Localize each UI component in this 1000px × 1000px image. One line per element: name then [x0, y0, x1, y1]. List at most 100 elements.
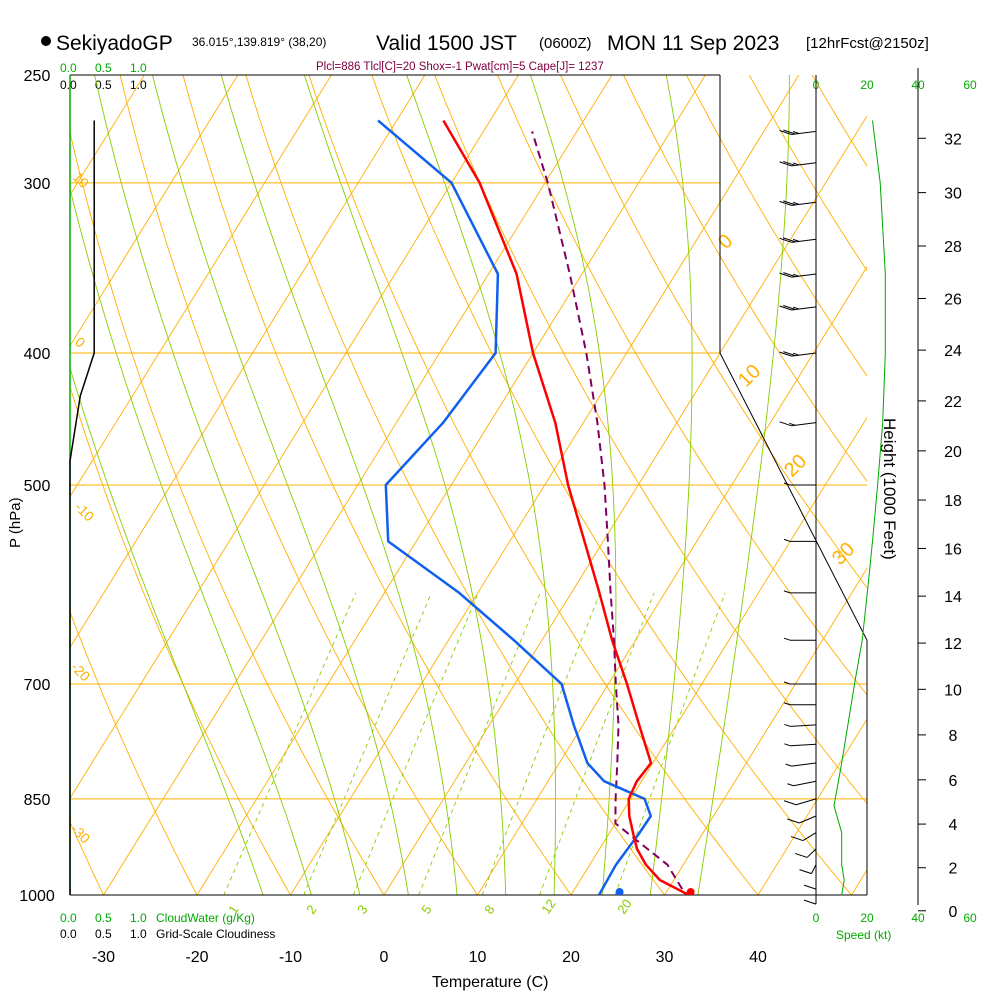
speed-bot-tick-0: 0: [813, 911, 820, 925]
moist-adiabat-line: [697, 75, 790, 895]
dry-adiabat-line: [371, 75, 853, 895]
speed-bot-tick-1: 20: [860, 911, 874, 925]
mixing-ratio-label: 2: [303, 902, 319, 917]
dry-adiabat-line: [497, 75, 867, 696]
wind-barb-flag: [794, 852, 808, 858]
cl-top-tick-0: 0.0: [60, 78, 77, 92]
height-tick-label: 16: [944, 541, 962, 558]
pressure-tick-label: 400: [24, 346, 51, 363]
wind-barb-half-flag: [792, 306, 800, 310]
wind-barb-half-flag: [792, 273, 800, 277]
isotherm-line: [70, 75, 426, 649]
dry-adiabat-line: [800, 0, 1000, 924]
dry-adiabat-label: -30: [68, 821, 94, 847]
speed-bot-tick-2: 40: [911, 911, 925, 925]
moist-adiabat-line: [530, 75, 617, 895]
mixing-ratio-label: 12: [538, 896, 559, 916]
wind-barb-flag: [803, 899, 817, 905]
isotherm-line: [850, 869, 867, 895]
dry-adiabat-line: [182, 75, 572, 895]
isotherm-label: 10: [734, 360, 765, 391]
height-tick-label: 20: [944, 444, 962, 461]
dry-adiabat-line: [748, 75, 867, 272]
wind-barb: [783, 702, 816, 706]
height-tick-label: 12: [944, 636, 962, 653]
isotherm-label: 20: [780, 450, 811, 481]
wind-barb: [779, 129, 817, 135]
cl-bot-tick-1: 0.5: [95, 927, 112, 941]
wind-barb: [783, 590, 816, 594]
wind-barb-staff: [799, 815, 817, 824]
wind-barb-half-flag: [783, 590, 791, 594]
dry-adiabat-line: [685, 75, 867, 377]
temperature-profile: [442, 119, 690, 895]
wind-barb-half-flag: [783, 538, 791, 542]
dry-adiabat-line: [560, 75, 867, 589]
isotherm-line: [102, 75, 613, 895]
mixing-ratio-label: 3: [354, 902, 370, 917]
temperature-tick-label: 10: [469, 949, 487, 966]
wind-barb-half-flag: [783, 681, 791, 685]
wind-barb-staff: [791, 306, 817, 311]
wind-barb-flag: [779, 161, 792, 167]
isotherm-label: 30: [828, 538, 859, 569]
wind-barb: [794, 848, 817, 858]
wind-barb-flag: [779, 272, 792, 278]
wind-barb-staff: [791, 201, 817, 206]
dry-adiabat-line: [308, 75, 759, 895]
cw-bot-tick-1: 0.5: [95, 911, 112, 925]
dry-adiabat-line: [70, 610, 198, 895]
moist-adiabat-line: [303, 75, 507, 895]
wind-barb-half-flag: [783, 637, 791, 641]
wind-barb-half-flag: [785, 763, 792, 767]
mixing-ratio-line: [352, 592, 479, 895]
height-tick-label: 6: [949, 773, 958, 790]
wind-barb-half-flag: [789, 422, 796, 426]
isotherm-line: [927, 0, 1000, 924]
pressure-tick-label: 850: [24, 792, 51, 809]
wind-barb-flag: [799, 869, 812, 875]
cw-top-tick-1: 0.5: [95, 61, 112, 75]
wind-barb-flag: [779, 130, 792, 135]
cw-bot-tick-0: 0.0: [60, 911, 77, 925]
wind-barb-flag: [783, 272, 796, 278]
wind-barb-staff: [811, 864, 817, 874]
isotherm-line: [289, 75, 800, 895]
wind-barb-staff: [791, 352, 817, 357]
temperature-tick-label: 30: [656, 949, 674, 966]
wind-barb-half-flag: [792, 162, 800, 166]
station-dot-icon: [41, 36, 51, 46]
height-tick-label: 8: [949, 728, 958, 745]
wind-barb: [779, 351, 817, 357]
wind-barb-flag: [783, 237, 796, 243]
speed-top-tick-3: 60: [963, 78, 977, 92]
height-tick-label: 4: [949, 817, 958, 834]
wind-barb-staff: [791, 130, 817, 135]
wind-barb-flag: [787, 818, 800, 824]
frame-right-slant: [719, 352, 868, 895]
pressure-tick-label: 700: [24, 677, 51, 694]
moist-adiabat-line: [94, 75, 361, 895]
wind-barb-staff: [791, 162, 817, 167]
mixing-ratio-line: [418, 592, 541, 895]
cloudiness-label: Grid-Scale Cloudiness: [156, 927, 275, 941]
wind-barb: [783, 798, 817, 806]
height-tick-label: 22: [944, 394, 962, 411]
moist-adiabat-line: [70, 366, 264, 895]
mixing-ratio-label: 8: [481, 902, 497, 917]
wind-barb-flag: [783, 800, 797, 806]
mixing-ratio-line: [539, 592, 655, 895]
isotherm-line: [70, 75, 332, 498]
pressure-tick-label: 1000: [19, 888, 55, 905]
station-name: SekiyadoGP: [56, 32, 173, 55]
surface-dewpoint-marker: [615, 888, 624, 895]
wind-barb: [790, 832, 817, 842]
wind-barb-half-flag: [784, 723, 791, 727]
cl-bot-tick-0: 0.0: [60, 927, 77, 941]
dry-adiabat-line: [623, 75, 867, 483]
wind-barb: [779, 305, 817, 311]
wind-barb-half-flag: [784, 743, 791, 747]
wind-barb-flag: [783, 160, 796, 166]
wind-barb: [783, 538, 816, 542]
wind-barb: [784, 743, 817, 747]
